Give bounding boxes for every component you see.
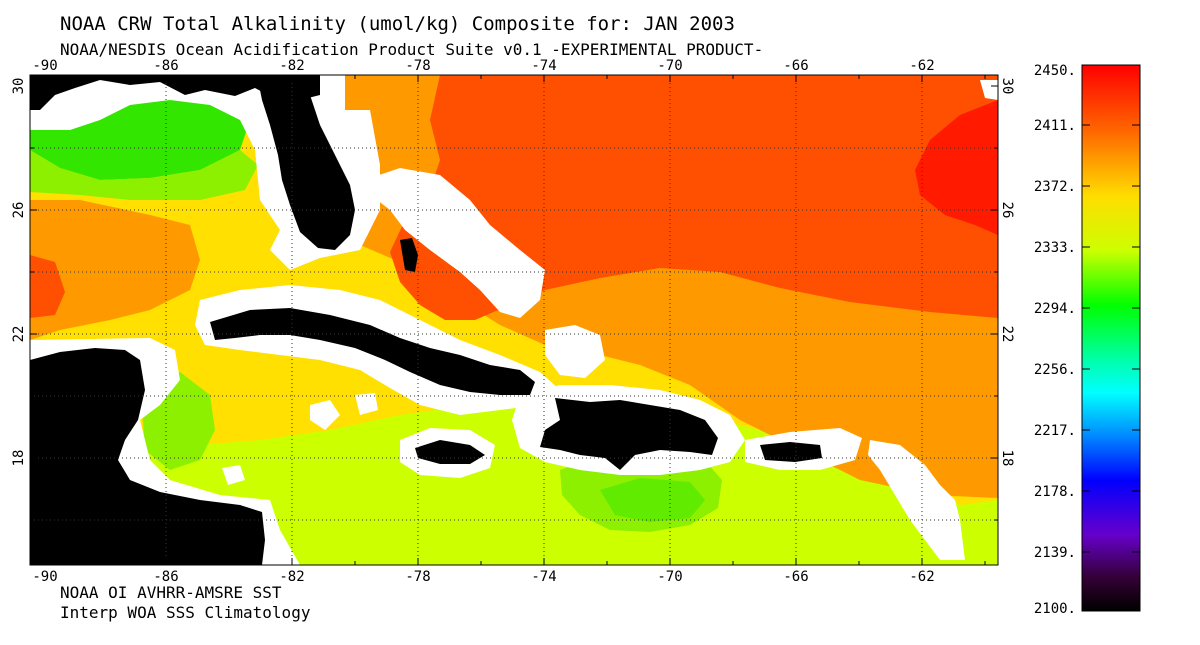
land-puerto-rico: [760, 442, 822, 462]
colorbar: [1081, 64, 1141, 612]
map-plot-area: [30, 75, 998, 565]
lat-label: 22: [999, 326, 1015, 343]
orange-left-fill: [30, 200, 200, 340]
land-mexico: [30, 348, 265, 565]
red-left-fill: [30, 255, 65, 318]
lat-label: 26: [999, 202, 1015, 219]
lat-label: 30: [11, 78, 27, 95]
lat-label: 22: [11, 326, 27, 343]
lat-labels-left: 30 26 22 18: [11, 78, 27, 467]
lon-label: -82: [279, 58, 304, 74]
source-line-2: Interp WOA SSS Climatology: [60, 603, 311, 622]
lon-label: -66: [783, 569, 808, 585]
lat-labels-right: 30 26 22 18: [999, 78, 1015, 467]
colorbar-labels: 2450. 2411. 2372. 2333. 2294. 2256. 2217…: [1034, 63, 1076, 617]
map-title: NOAA CRW Total Alkalinity (umol/kg) Comp…: [60, 13, 735, 35]
lon-label: -86: [153, 58, 178, 74]
map-grid: [30, 75, 998, 565]
red-fill: [915, 100, 998, 235]
colorbar-label: 2139.: [1034, 545, 1076, 561]
lon-label: -82: [279, 569, 304, 585]
lat-label: 18: [999, 450, 1015, 467]
lon-label: -78: [405, 58, 430, 74]
land-cuba: [210, 308, 535, 395]
lat-label: 30: [999, 78, 1015, 95]
lat-label: 18: [11, 450, 27, 467]
colorbar-ticks: [1082, 124, 1140, 553]
land-florida: [258, 80, 355, 250]
lon-label: -74: [531, 58, 556, 74]
colorbar-label: 2217.: [1034, 423, 1076, 439]
colorbar-label: 2100.: [1034, 601, 1076, 617]
colorbar-label: 2372.: [1034, 179, 1076, 195]
lon-label: -62: [909, 569, 934, 585]
lon-label: -78: [405, 569, 430, 585]
orange-red-fill: [390, 75, 998, 320]
colorbar-label: 2256.: [1034, 362, 1076, 378]
land-andros: [400, 238, 418, 272]
lon-label: -70: [657, 569, 682, 585]
colorbar-label: 2333.: [1034, 240, 1076, 256]
light-green-gulf-fill: [30, 150, 258, 200]
colorbar-label: 2450.: [1034, 63, 1076, 79]
lon-label: -90: [32, 58, 57, 74]
lon-label: -86: [153, 569, 178, 585]
land-jamaica: [415, 440, 485, 464]
map-frame: [29, 74, 999, 566]
colorbar-label: 2178.: [1034, 484, 1076, 500]
lon-label: -70: [657, 58, 682, 74]
lon-labels-bottom: -90 -86 -82 -78 -74 -70 -66 -62: [32, 569, 934, 585]
colorbar-label: 2411.: [1034, 118, 1076, 134]
map-subtitle: NOAA/NESDIS Ocean Acidification Product …: [60, 40, 763, 59]
source-line-1: NOAA OI AVHRR-AMSRE SST: [60, 583, 282, 602]
land-gulf-coast: [30, 75, 320, 110]
land-hispaniola: [540, 398, 718, 470]
land-masses: [30, 75, 822, 565]
lon-label: -66: [783, 58, 808, 74]
axis-ticks: [30, 75, 998, 565]
green-caribbean-core: [600, 478, 705, 522]
lat-label: 26: [11, 202, 27, 219]
lon-label: -74: [531, 569, 556, 585]
colorbar-label: 2294.: [1034, 301, 1076, 317]
lon-label: -90: [32, 569, 57, 585]
lon-labels-top: -90 -86 -82 -78 -74 -70 -66 -62: [32, 58, 934, 74]
lon-label: -62: [909, 58, 934, 74]
